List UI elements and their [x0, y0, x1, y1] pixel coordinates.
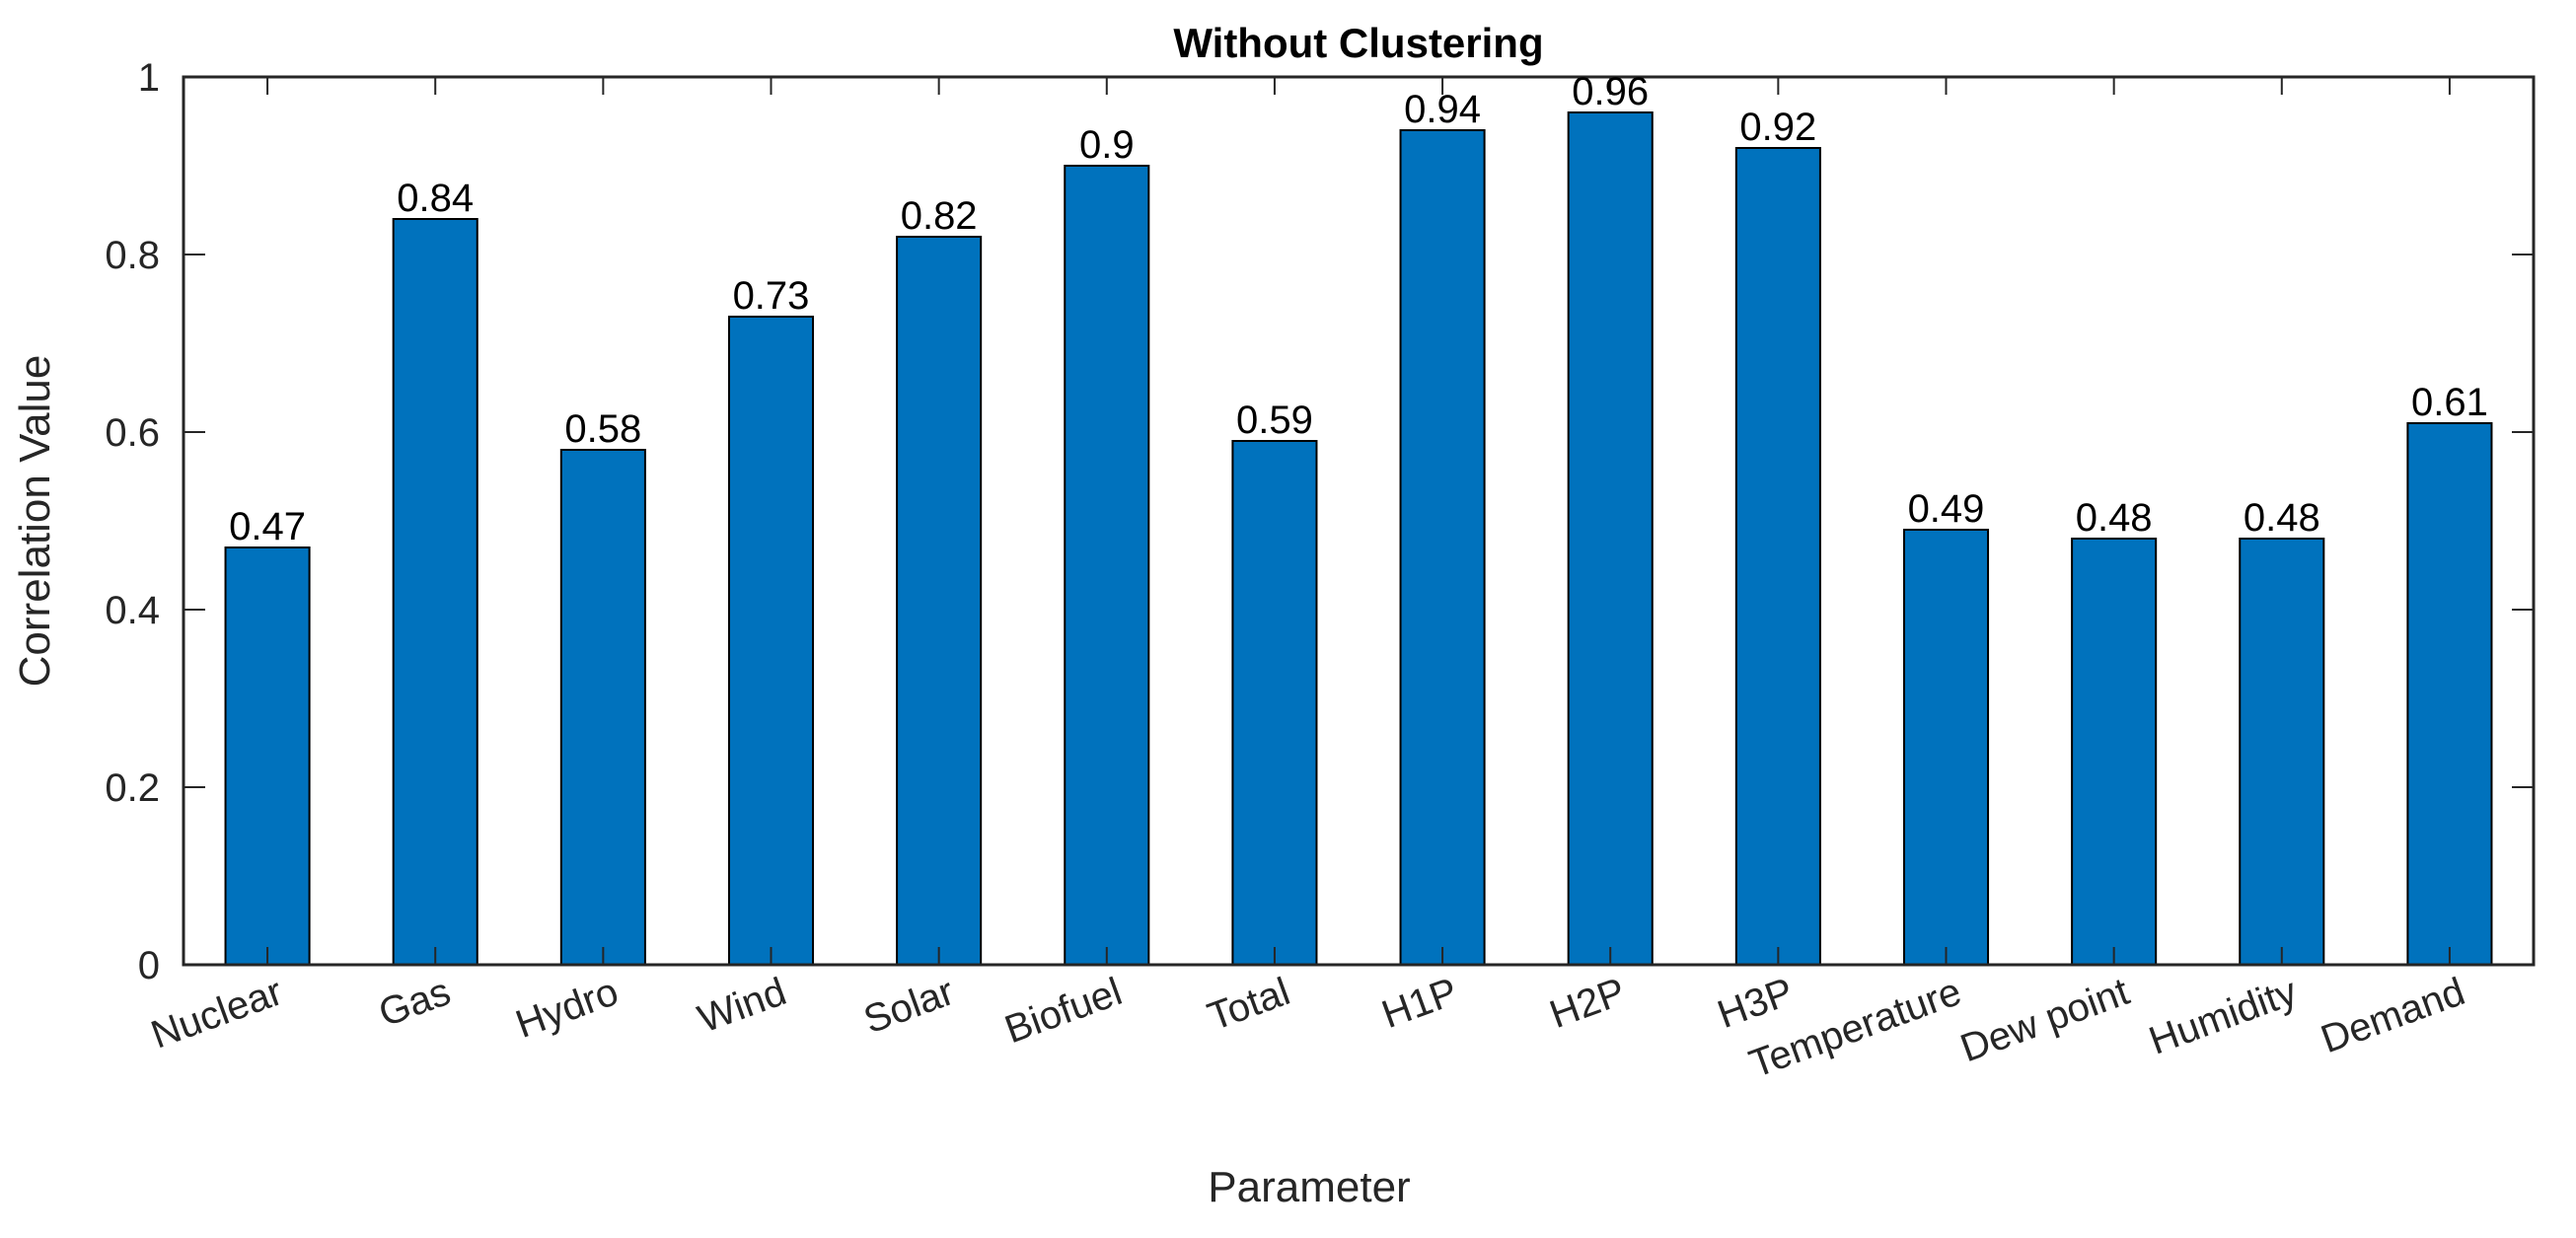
axes-layer [182, 75, 2536, 967]
bars-layer [224, 111, 2493, 966]
bar-hydro [559, 449, 646, 966]
data-label: 0.9 [1079, 123, 1135, 167]
bar-wind [727, 316, 815, 966]
data-label: 0.96 [1572, 70, 1649, 113]
data-label: 0.58 [564, 407, 641, 451]
bar-temperature [1902, 529, 1990, 966]
data-label: 0.49 [1908, 487, 1985, 531]
x-tick-label: Solar [858, 970, 960, 1042]
y-tick-label: 0 [138, 944, 160, 987]
bar-gas [392, 218, 478, 966]
x-tick-label: H3P [1712, 970, 1799, 1037]
data-label: 0.94 [1404, 88, 1481, 131]
data-labels-layer: 0.47 0.84 0.58 0.73 0.82 0.9 0.59 0.94 0.96 0.92 0… [229, 70, 2488, 548]
y-axis-title: Correlation Value [11, 355, 59, 688]
x-tick-label: Demand [2316, 970, 2470, 1061]
x-tick-label: H2P [1544, 970, 1631, 1037]
data-label: 0.92 [1739, 106, 1816, 149]
data-label: 0.48 [2076, 496, 2153, 540]
x-tick-label: Nuclear [146, 970, 289, 1056]
data-label: 0.73 [733, 274, 810, 318]
bar-h3p [1734, 147, 1821, 966]
x-tick-label: H1P [1376, 970, 1463, 1037]
x-tick-label: Humidity [2144, 970, 2303, 1063]
bar-h1p [1399, 129, 1486, 966]
bar-nuclear [224, 546, 311, 966]
data-label: 0.61 [2411, 381, 2488, 424]
x-tick-label: Dew point [1955, 970, 2135, 1070]
x-tick-label: Biofuel [999, 970, 1128, 1052]
y-tick-label: 0.4 [105, 589, 160, 632]
bar-biofuel [1064, 165, 1150, 966]
chart-title: Without Clustering [1173, 20, 1543, 66]
bar-humidity [2239, 538, 2325, 966]
plot-area-frame [182, 75, 2536, 967]
data-label: 0.48 [2244, 496, 2320, 540]
x-tick-label: Total [1203, 970, 1295, 1039]
y-tick-label: 0.8 [105, 234, 160, 277]
bar-total [1231, 440, 1318, 966]
bar-demand [2406, 422, 2493, 966]
y-axis-ticks: 0 0.2 0.4 0.6 0.8 1 [105, 56, 2534, 987]
x-tick-label: Hydro [510, 970, 624, 1047]
bar-solar [896, 236, 983, 966]
bar-dew-point [2071, 538, 2158, 966]
bar-h2p [1567, 111, 1654, 966]
data-label: 0.47 [229, 505, 306, 548]
y-tick-label: 0.2 [105, 766, 160, 810]
data-label: 0.84 [397, 177, 474, 220]
x-axis-title: Parameter [1208, 1163, 1410, 1211]
x-tick-label: Gas [373, 970, 456, 1035]
data-label: 0.82 [901, 194, 978, 238]
data-label: 0.59 [1236, 399, 1313, 442]
x-tick-label: Wind [693, 970, 792, 1042]
y-tick-label: 0.6 [105, 411, 160, 455]
y-tick-label: 1 [138, 56, 160, 100]
